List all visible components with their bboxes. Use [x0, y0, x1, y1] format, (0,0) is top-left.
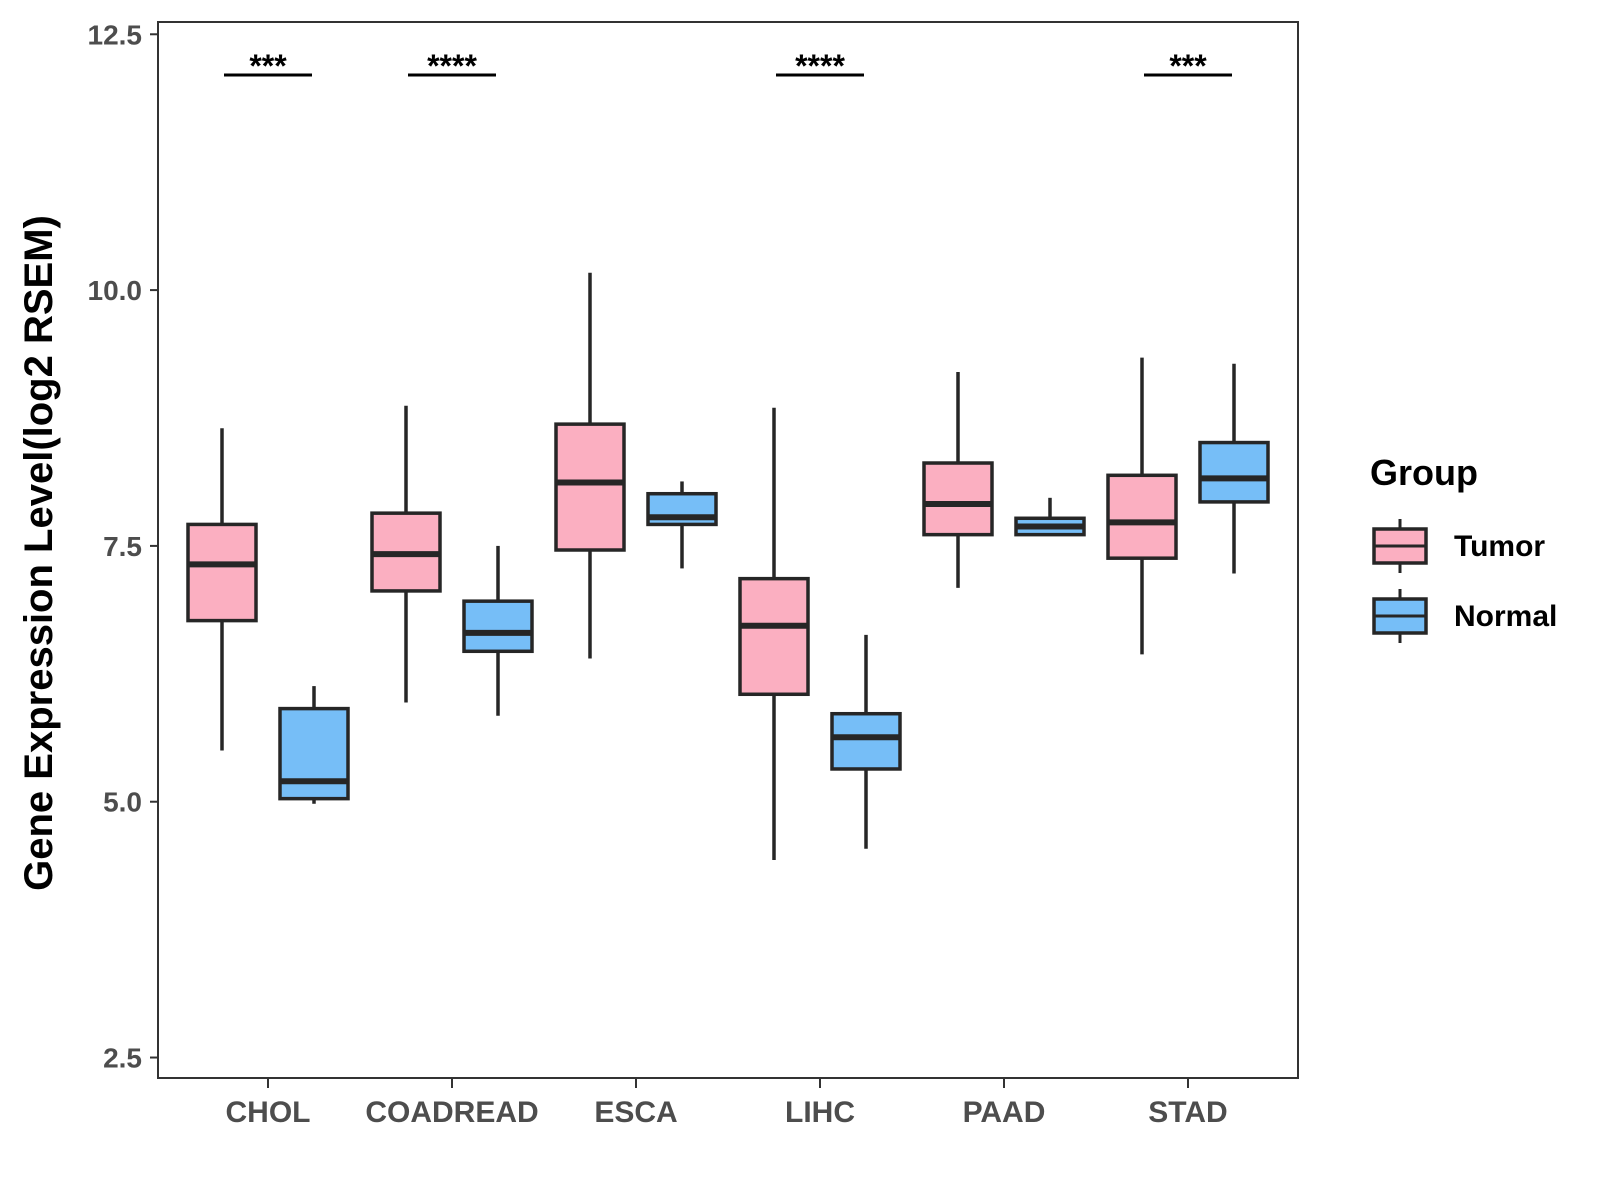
box-normal-lihc: [830, 634, 902, 849]
box-tumor-paad: [922, 371, 994, 588]
box-tumor-coadread: [370, 405, 442, 703]
x-tick-label: LIHC: [785, 1096, 855, 1129]
legend: Tumor Normal: [1372, 519, 1557, 643]
box-iqr: [1106, 473, 1178, 560]
y-tick-label: 12.5: [88, 19, 143, 50]
y-tick-label: 2.5: [103, 1043, 142, 1074]
plot-panel-border: [157, 21, 1299, 1079]
box-iqr: [462, 599, 534, 654]
legend-title: Group: [1370, 452, 1478, 493]
y-tick-label: 5.0: [103, 787, 142, 818]
box-normal-paad: [1014, 497, 1086, 537]
box-normal-stad: [1198, 363, 1270, 574]
significance-label: ***: [249, 48, 287, 84]
significance-label: ****: [795, 48, 845, 84]
box-tumor-esca: [554, 272, 626, 659]
box-normal-esca: [646, 481, 718, 569]
x-tick-label: PAAD: [963, 1096, 1046, 1129]
legend-item-tumor: Tumor: [1372, 519, 1545, 573]
box-iqr: [922, 461, 994, 537]
box-iqr: [554, 422, 626, 552]
legend-item-normal: Normal: [1372, 589, 1557, 643]
significance-label: ****: [427, 48, 477, 84]
box-iqr: [738, 576, 810, 697]
box-tumor-chol: [186, 428, 258, 751]
significance-label: ***: [1169, 48, 1207, 84]
x-tick-label: CHOL: [226, 1096, 311, 1129]
plot-area: 2.5 5.0 7.5 10.0 12.5 CHOL COADREAD ESCA LIHC PAA…: [88, 19, 1299, 1129]
y-tick-label: 10.0: [88, 275, 143, 306]
box-normal-coadread: [462, 545, 534, 716]
box-normal-chol: [278, 686, 350, 804]
box-tumor-stad: [1106, 357, 1178, 655]
box-iqr: [186, 522, 258, 623]
box-tumor-lihc: [738, 407, 810, 861]
x-tick-label: ESCA: [594, 1096, 677, 1129]
x-tick-label: STAD: [1148, 1096, 1227, 1129]
box-iqr: [278, 706, 350, 801]
box-iqr: [1198, 440, 1270, 504]
legend-label: Tumor: [1454, 530, 1545, 563]
y-tick-label: 7.5: [103, 531, 142, 562]
x-tick-label: COADREAD: [365, 1096, 538, 1129]
legend-label: Normal: [1454, 600, 1557, 633]
y-axis-title: Gene Expression Level(log2 RSEM): [17, 215, 61, 891]
box-iqr: [830, 711, 902, 771]
